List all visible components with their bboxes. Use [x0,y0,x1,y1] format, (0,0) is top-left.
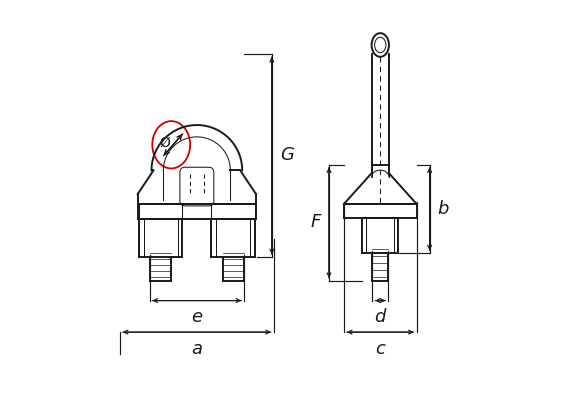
Text: e: e [191,308,203,326]
Text: G: G [279,146,294,164]
Text: Ø: Ø [159,136,170,150]
Text: b: b [437,200,449,218]
Text: F: F [311,213,321,231]
Text: a: a [191,340,203,358]
Text: d: d [375,308,386,326]
Text: c: c [375,340,385,358]
